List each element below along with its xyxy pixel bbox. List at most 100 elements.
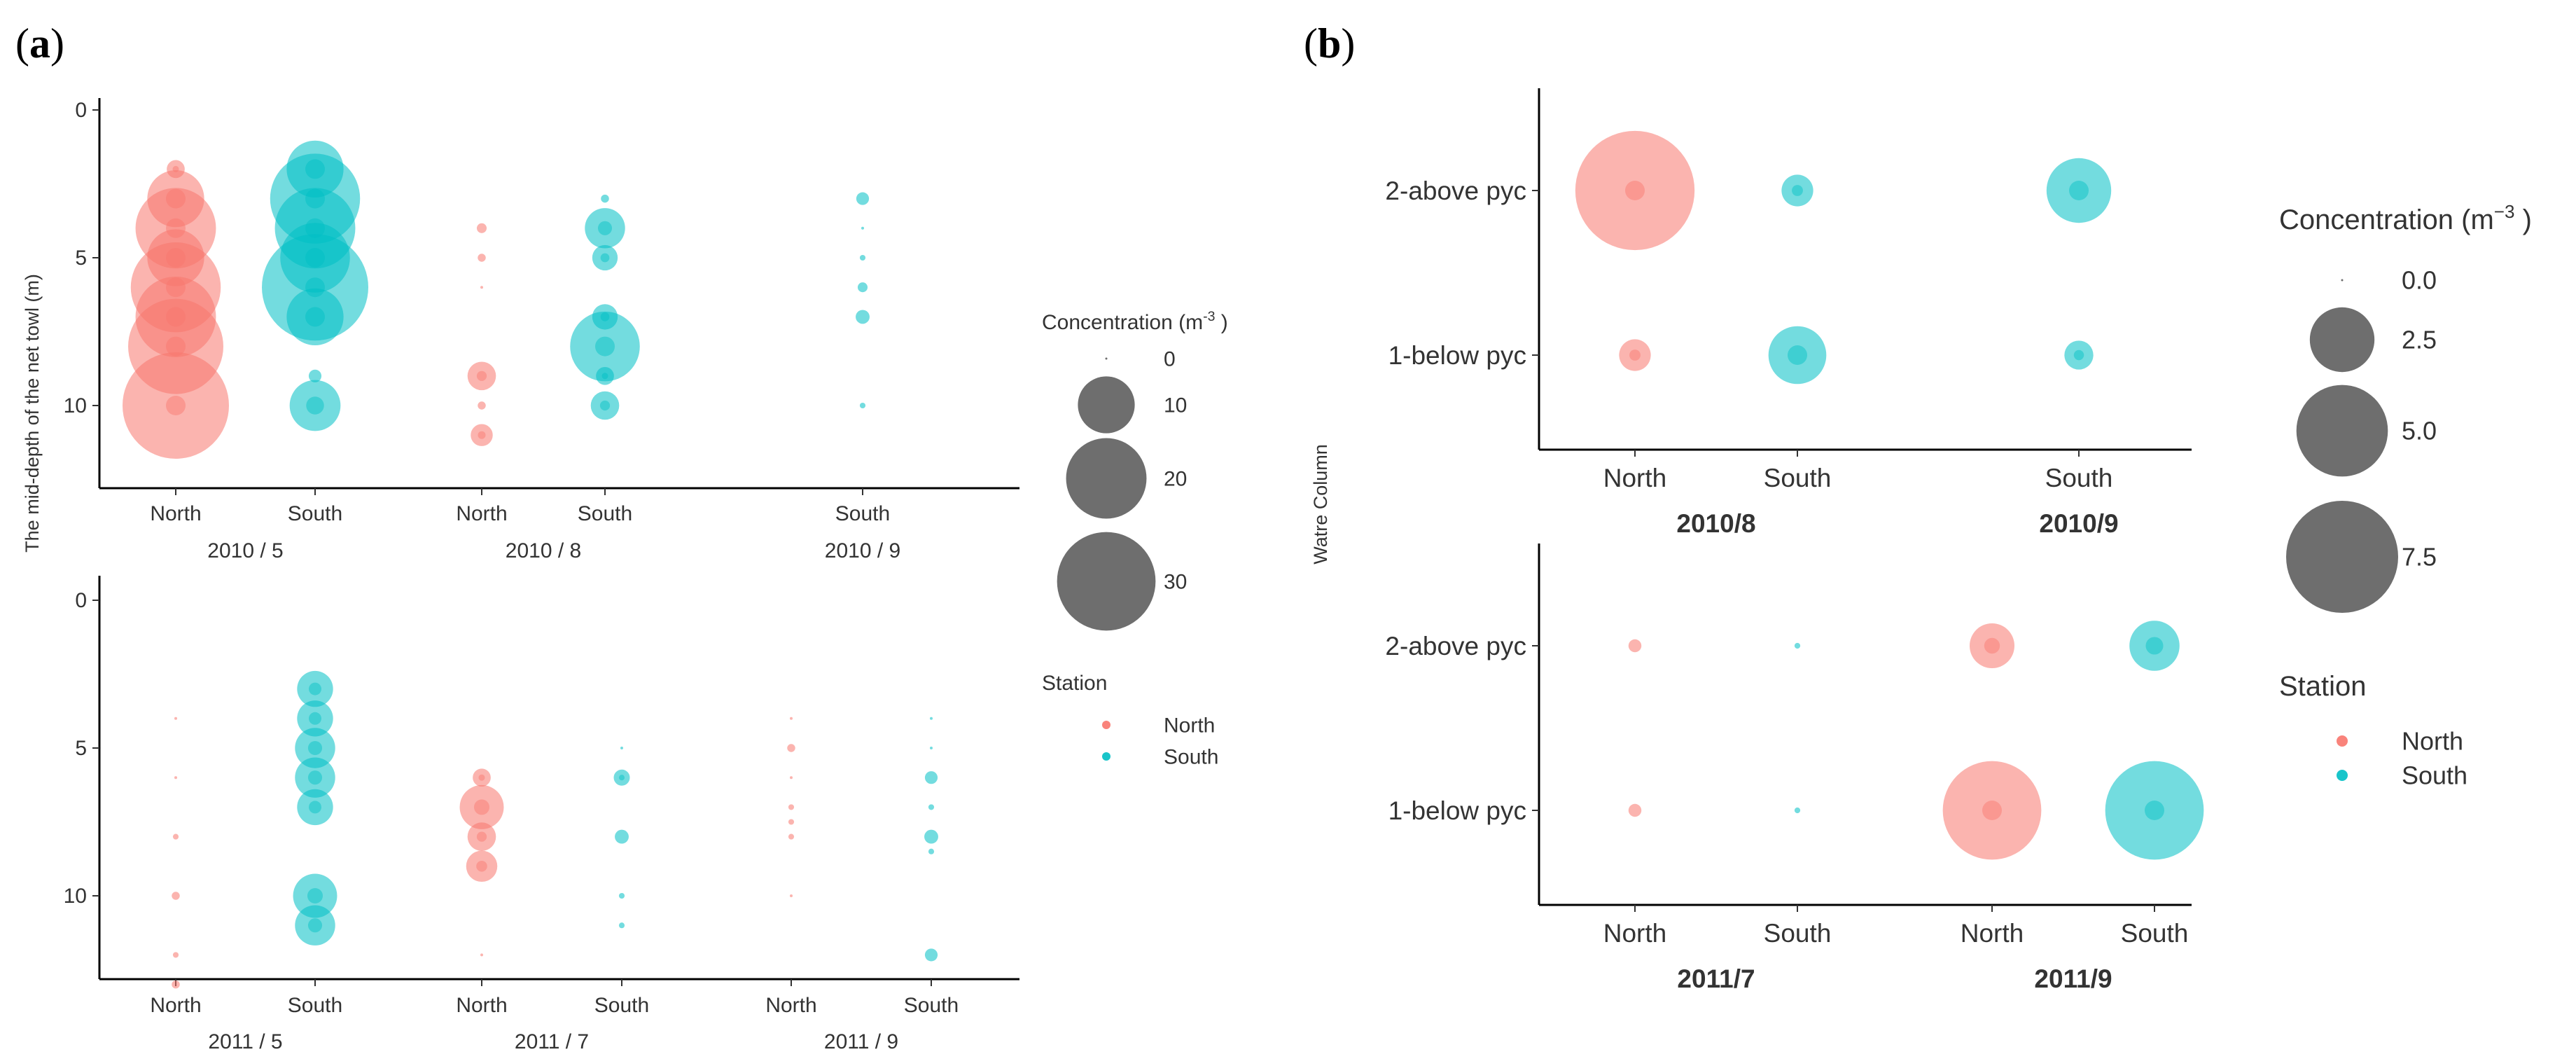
bubble-core — [476, 831, 487, 842]
bubble-south — [930, 747, 933, 749]
color-legend-label: North — [2402, 727, 2463, 756]
group-label: 2010 / 9 — [825, 539, 900, 562]
bubble-core — [2069, 181, 2089, 200]
color-legend-title: Station — [1042, 672, 1107, 695]
bubble-south — [297, 700, 333, 737]
station-label: South — [2121, 919, 2189, 948]
bubble-north — [790, 717, 793, 720]
size-legend-key — [2341, 279, 2344, 282]
bubble-north — [478, 401, 486, 410]
size-legend-label: 0 — [1164, 348, 1176, 371]
station-label: North — [150, 502, 201, 525]
bubble-south — [1781, 174, 1813, 207]
bubble-south — [613, 769, 630, 786]
panel-label-a: (a) — [15, 20, 64, 67]
size-legend-label: 2.5 — [2402, 326, 2437, 354]
bubble-south — [295, 905, 335, 946]
legend-b: Concentration (m−3 ) 0.0 2.5 5.0 7.5 Station N… — [2279, 201, 2532, 790]
bubble-core — [1792, 185, 1803, 196]
bubble-core — [476, 371, 487, 381]
bubble-south — [2046, 158, 2112, 223]
bubble-north — [172, 833, 179, 840]
bubble-north — [788, 833, 795, 840]
station-label: South — [594, 994, 649, 1017]
size-legend-key — [2286, 501, 2398, 613]
bubble-south — [2129, 621, 2180, 671]
bubble-south — [590, 391, 620, 420]
bubble-south — [1768, 326, 1827, 385]
bubble-core — [599, 400, 611, 411]
legend-a: Concentration (m-3 ) 0 10 20 30 Station North S… — [1042, 309, 1228, 769]
bubble-south — [859, 402, 866, 409]
size-legend-key — [1057, 532, 1156, 631]
bubble-north — [473, 768, 491, 787]
bubble-north — [174, 776, 177, 780]
panel-b-bottom: 1-below pyc 2-above pyc North South 2011/7 No… — [1385, 544, 2204, 993]
color-legend-title: Station — [2279, 671, 2367, 702]
bubble-south — [861, 226, 864, 230]
color-legend-key-south — [1102, 752, 1111, 761]
y-tick-label: 10 — [64, 885, 87, 908]
bubble-north — [1619, 339, 1651, 371]
bubble-north — [467, 822, 496, 851]
size-legend-label: 5.0 — [2402, 417, 2437, 445]
bubble-core — [1984, 637, 2000, 654]
bubble-core — [473, 799, 490, 815]
bubble-core — [1629, 349, 1641, 361]
bubble-core — [597, 221, 613, 235]
size-legend-label: 10 — [1164, 394, 1187, 417]
size-legend-title-sup: −3 — [2494, 201, 2515, 222]
station-label: South — [835, 502, 890, 525]
y-tick-label: 0 — [75, 99, 87, 122]
panel-b-top: 1-below pyc 2-above pyc North South 2010/8 So… — [1385, 88, 2192, 538]
y-category-label: 2-above pyc — [1385, 176, 1526, 205]
size-legend-key — [1066, 438, 1147, 519]
group-label: 2010/8 — [1676, 509, 1755, 538]
station-label: North — [1603, 919, 1666, 948]
bubble-south — [289, 380, 341, 431]
group-label: 2011 / 7 — [515, 1030, 589, 1053]
bubble-core — [478, 431, 486, 439]
color-legend-label: South — [1164, 746, 1218, 769]
station-label: South — [2045, 464, 2113, 492]
bubble-south — [295, 728, 335, 768]
bubble-north — [787, 744, 795, 752]
bubble-south — [856, 192, 870, 205]
station-label: South — [288, 994, 342, 1017]
bubble-core — [1982, 801, 2002, 820]
bubble-core — [307, 740, 323, 756]
a-y-axis-title: The mid-depth of the net towl (m) — [22, 274, 43, 553]
station-label: South — [578, 502, 632, 525]
y-category-label: 2-above pyc — [1385, 632, 1526, 660]
y-category-label: 1-below pyc — [1388, 796, 1526, 825]
bubble-core — [2145, 801, 2164, 820]
bubble-core — [307, 887, 323, 904]
bubble-south — [297, 670, 333, 707]
group-label: 2010/9 — [2039, 509, 2118, 538]
bubble-core — [306, 396, 324, 415]
bubble-south — [293, 873, 337, 918]
size-legend-key — [2309, 307, 2375, 373]
station-label: South — [904, 994, 959, 1017]
color-legend-key-south — [2337, 770, 2348, 781]
bubble-north — [172, 892, 180, 900]
bubble-north — [172, 952, 179, 958]
bubble-core — [1788, 345, 1807, 365]
size-legend-title-sup: -3 — [1203, 309, 1215, 324]
bubble-core — [309, 801, 321, 814]
bubble-north — [1575, 130, 1695, 251]
panel-label-b: (b) — [1304, 20, 1355, 67]
station-label: South — [288, 502, 342, 525]
size-legend-key — [2296, 385, 2388, 477]
bubble-north — [172, 980, 180, 989]
bubble-north — [790, 894, 793, 897]
y-tick-label: 5 — [75, 247, 87, 270]
bubble-south — [286, 288, 344, 346]
size-legend-label: 7.5 — [2402, 543, 2437, 572]
color-legend-label: South — [2402, 761, 2467, 790]
bubble-north — [174, 717, 177, 720]
bubble-core — [166, 396, 186, 415]
bubble-south — [924, 829, 938, 844]
bubble-south — [570, 311, 640, 382]
